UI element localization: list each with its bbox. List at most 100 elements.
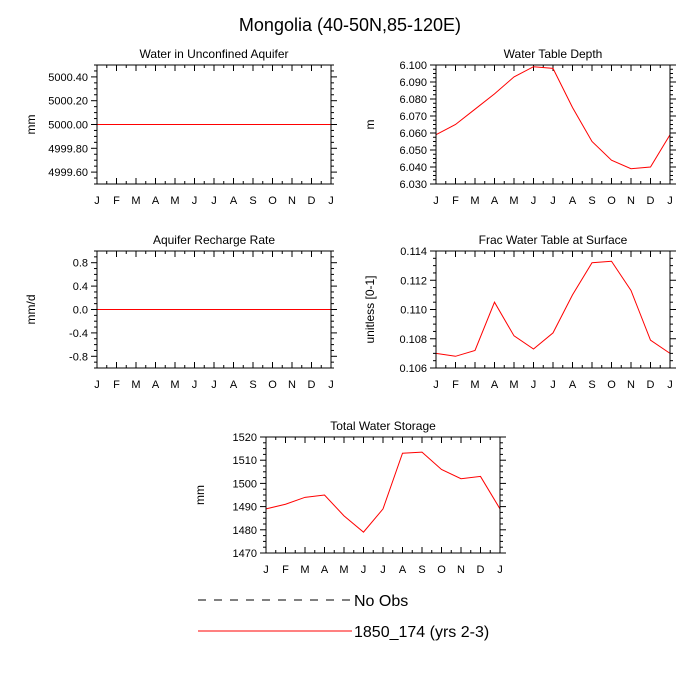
y-tick-label: 6.030 bbox=[399, 179, 427, 191]
y-tick-label: 0.114 bbox=[400, 246, 427, 258]
x-tick-label: F bbox=[452, 379, 459, 391]
y-tick-label: 1470 bbox=[233, 548, 257, 560]
y-tick-label: 6.070 bbox=[399, 111, 427, 123]
y-tick-label: -0.4 bbox=[69, 328, 88, 340]
x-tick-label: J bbox=[211, 195, 217, 207]
y-tick-label: 1480 bbox=[233, 525, 257, 537]
chart-panel-4: Frac Water Table at Surface unitless [0-1… bbox=[363, 233, 676, 391]
chart-title: Aquifer Recharge Rate bbox=[153, 233, 275, 247]
x-tick-label: O bbox=[437, 564, 446, 576]
y-tick-label: 4999.60 bbox=[48, 167, 88, 179]
x-tick-label: M bbox=[170, 195, 179, 207]
y-tick-label: 6.080 bbox=[399, 94, 427, 106]
y-tick-label: 5000.00 bbox=[48, 120, 88, 132]
x-tick-label: O bbox=[607, 195, 616, 207]
y-tick-label: 6.050 bbox=[399, 145, 427, 157]
x-tick-label: A bbox=[230, 195, 238, 207]
x-tick-label: N bbox=[288, 379, 296, 391]
y-axis-label: mm bbox=[193, 485, 207, 505]
y-tick-label: 1520 bbox=[233, 432, 257, 444]
x-tick-label: J bbox=[211, 379, 217, 391]
x-tick-label: J bbox=[667, 379, 673, 391]
plot-frame bbox=[265, 436, 501, 554]
series-line-1 bbox=[435, 66, 671, 170]
x-tick-label: J bbox=[531, 195, 537, 207]
x-tick-label: S bbox=[588, 195, 595, 207]
x-tick-label: J bbox=[550, 379, 556, 391]
x-tick-label: J bbox=[192, 379, 198, 391]
x-tick-label: J bbox=[263, 564, 269, 576]
legend: No Obs 1850_174 (yrs 2-3) bbox=[198, 593, 489, 641]
x-tick-label: J bbox=[328, 379, 334, 391]
y-tick-label: 4999.80 bbox=[48, 143, 88, 155]
x-tick-label: N bbox=[457, 564, 465, 576]
x-tick-label: J bbox=[497, 564, 503, 576]
x-tick-label: A bbox=[399, 564, 407, 576]
chart-title: Frac Water Table at Surface bbox=[479, 233, 628, 247]
x-tick-label: A bbox=[569, 195, 577, 207]
y-axis-label: unitless [0-1] bbox=[363, 275, 377, 343]
x-tick-label: M bbox=[470, 195, 479, 207]
y-tick-label: -0.8 bbox=[69, 351, 88, 363]
plot-frame bbox=[435, 64, 671, 185]
x-tick-label: S bbox=[418, 564, 425, 576]
x-tick-label: J bbox=[361, 564, 367, 576]
legend-obs-label: No Obs bbox=[354, 593, 408, 610]
y-tick-label: 1490 bbox=[233, 502, 257, 514]
x-tick-label: A bbox=[569, 379, 577, 391]
x-tick-label: A bbox=[152, 379, 160, 391]
y-tick-label: 0.110 bbox=[400, 305, 427, 317]
x-tick-label: M bbox=[131, 195, 140, 207]
x-tick-label: F bbox=[113, 195, 120, 207]
x-tick-label: F bbox=[452, 195, 459, 207]
y-tick-label: 6.100 bbox=[399, 60, 427, 72]
y-axis-label: mm/d bbox=[24, 295, 38, 325]
x-tick-label: A bbox=[321, 564, 329, 576]
x-tick-label: O bbox=[268, 195, 277, 207]
x-tick-label: F bbox=[113, 379, 120, 391]
x-tick-label: A bbox=[230, 379, 238, 391]
y-tick-label: 5000.40 bbox=[48, 72, 88, 84]
y-tick-label: 1510 bbox=[233, 455, 257, 467]
x-tick-label: D bbox=[647, 379, 655, 391]
chart-title: Water Table Depth bbox=[504, 47, 603, 61]
x-tick-label: S bbox=[249, 379, 256, 391]
x-tick-label: A bbox=[152, 195, 160, 207]
series-line-1 bbox=[265, 451, 501, 533]
x-tick-label: N bbox=[627, 195, 635, 207]
x-tick-label: O bbox=[607, 379, 616, 391]
x-tick-label: J bbox=[433, 195, 439, 207]
y-tick-label: 1500 bbox=[233, 478, 257, 490]
x-tick-label: M bbox=[300, 564, 309, 576]
y-tick-label: 0.108 bbox=[399, 334, 427, 346]
x-tick-label: D bbox=[647, 195, 655, 207]
x-tick-label: J bbox=[328, 195, 334, 207]
chart-title: Total Water Storage bbox=[330, 419, 436, 433]
x-tick-label: M bbox=[509, 379, 518, 391]
legend-model-label: 1850_174 (yrs 2-3) bbox=[354, 624, 489, 641]
x-tick-label: J bbox=[192, 195, 198, 207]
x-tick-label: O bbox=[268, 379, 277, 391]
x-tick-label: S bbox=[588, 379, 595, 391]
y-tick-label: 6.040 bbox=[399, 162, 427, 174]
y-tick-label: 0.106 bbox=[399, 363, 427, 375]
y-tick-label: 0.112 bbox=[400, 275, 427, 287]
y-tick-label: 6.090 bbox=[399, 77, 427, 89]
y-tick-label: 0.4 bbox=[73, 281, 88, 293]
x-tick-label: A bbox=[491, 379, 499, 391]
x-tick-label: D bbox=[477, 564, 485, 576]
y-axis-label: mm bbox=[24, 115, 38, 135]
x-tick-label: J bbox=[531, 379, 537, 391]
series-line-1 bbox=[435, 260, 671, 357]
x-tick-label: J bbox=[550, 195, 556, 207]
x-tick-label: J bbox=[667, 195, 673, 207]
x-tick-label: S bbox=[249, 195, 256, 207]
x-tick-label: D bbox=[308, 379, 316, 391]
y-tick-label: 0.8 bbox=[73, 258, 88, 270]
